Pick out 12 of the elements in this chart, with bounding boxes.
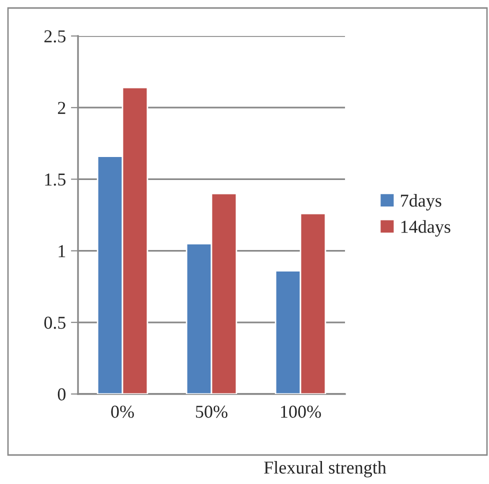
- x-tick-label: 50%: [196, 406, 228, 418]
- y-tick-label: 0: [58, 388, 66, 400]
- x-tick-label: 100%: [281, 406, 321, 418]
- y-tick-label: 2: [58, 102, 66, 114]
- x-axis-title: Flexural strength: [264, 461, 386, 478]
- legend-label: 7days: [400, 194, 442, 210]
- y-tick-label: 0.5: [44, 316, 66, 329]
- y-tick-label: 1: [58, 245, 66, 258]
- y-tick-label: 1.5: [45, 174, 66, 186]
- legend-label: 14days: [401, 220, 450, 237]
- y-tick-label: 2.5: [44, 30, 66, 43]
- x-tick-label: 0%: [111, 406, 134, 418]
